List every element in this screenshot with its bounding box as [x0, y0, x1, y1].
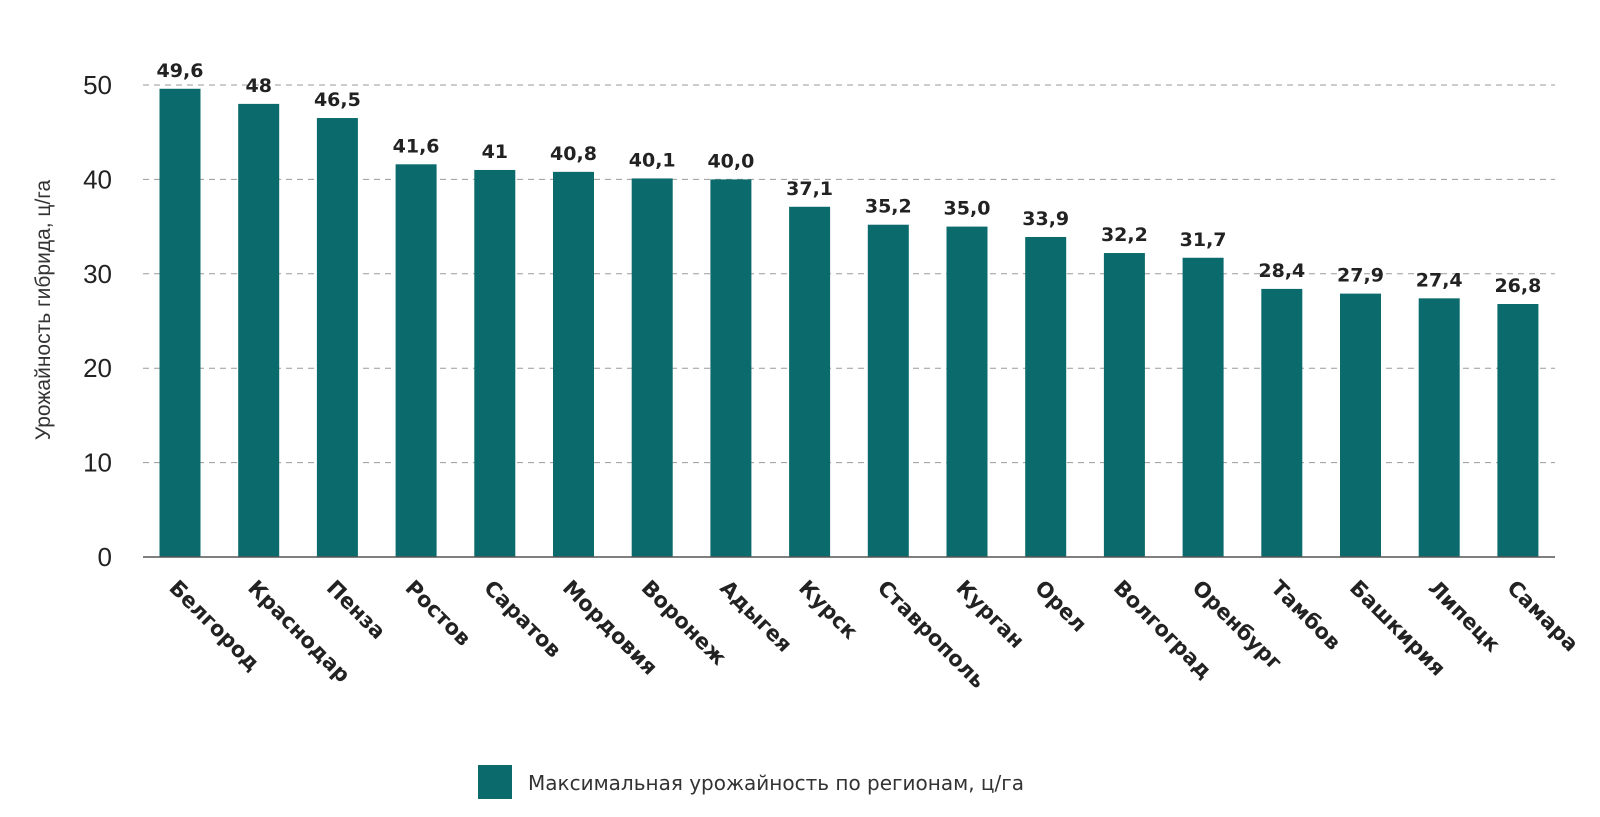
data-label: 48: [245, 75, 271, 97]
y-tick-label: 10: [83, 448, 112, 478]
y-tick-label: 30: [83, 259, 112, 289]
bar-18: [1497, 304, 1539, 557]
data-label: 41: [482, 141, 508, 163]
data-label: 40,0: [707, 150, 754, 172]
data-label: 31,7: [1180, 229, 1227, 251]
category-label: Саратов: [479, 576, 566, 663]
bar-2: [238, 103, 280, 557]
y-tick-label: 50: [83, 70, 112, 100]
category-label: Курск: [794, 576, 862, 644]
data-label: 40,8: [550, 143, 597, 165]
bar-17: [1418, 298, 1460, 557]
bar-4: [395, 164, 437, 557]
bar-13: [1103, 253, 1145, 558]
category-label: Тамбов: [1266, 576, 1345, 655]
data-label: 28,4: [1258, 260, 1305, 282]
category-label: Ростов: [401, 576, 476, 651]
bar-10: [867, 224, 909, 557]
bar-1: [159, 88, 201, 557]
data-label: 32,2: [1101, 224, 1148, 246]
y-axis-ticks: 0 10 20 30 40 50: [83, 70, 112, 572]
data-label: 27,4: [1416, 269, 1463, 291]
y-tick-label: 0: [98, 542, 112, 572]
category-label: Орел: [1030, 576, 1091, 637]
y-tick-label: 20: [83, 353, 112, 383]
bars: [159, 88, 1539, 558]
data-label: 49,6: [157, 60, 204, 82]
legend-label: Максимальная урожайность по регионам, ц/…: [528, 771, 1024, 795]
category-label: Пенза: [322, 576, 390, 644]
category-label: Курган: [951, 576, 1028, 653]
data-label: 26,8: [1494, 275, 1541, 297]
bar-16: [1340, 293, 1381, 557]
bar-11: [946, 226, 988, 557]
bar-14: [1182, 257, 1224, 557]
category-label: Адыгея: [715, 576, 796, 657]
data-label: 40,1: [629, 149, 676, 171]
bar-12: [1025, 236, 1067, 557]
data-label: 27,9: [1337, 265, 1384, 287]
data-labels: 49,6 48 46,5 41,6 41 40,8 40,1 40,0 37,1 35,2 35,0…: [157, 60, 1542, 297]
data-label: 35,2: [865, 196, 912, 218]
category-label: Самара: [1502, 576, 1583, 657]
y-tick-label: 40: [83, 164, 112, 194]
bar-8: [710, 179, 752, 557]
bar-7: [631, 178, 673, 557]
bar-9: [789, 206, 831, 557]
data-label: 35,0: [944, 198, 991, 220]
data-label: 41,6: [393, 135, 440, 157]
grid-lines: [143, 84, 1555, 464]
data-label: 33,9: [1022, 208, 1069, 230]
category-label: Липецк: [1424, 576, 1505, 657]
bar-15: [1261, 288, 1303, 557]
bar-5: [474, 169, 516, 557]
data-label: 37,1: [786, 178, 833, 200]
y-axis-title: Урожайность гибрида, ц/га: [32, 180, 55, 441]
legend: Максимальная урожайность по регионам, ц/…: [478, 765, 1024, 799]
bar-3: [316, 118, 358, 557]
bar-6: [553, 171, 594, 557]
data-label: 46,5: [314, 89, 361, 111]
legend-swatch: [478, 765, 512, 799]
